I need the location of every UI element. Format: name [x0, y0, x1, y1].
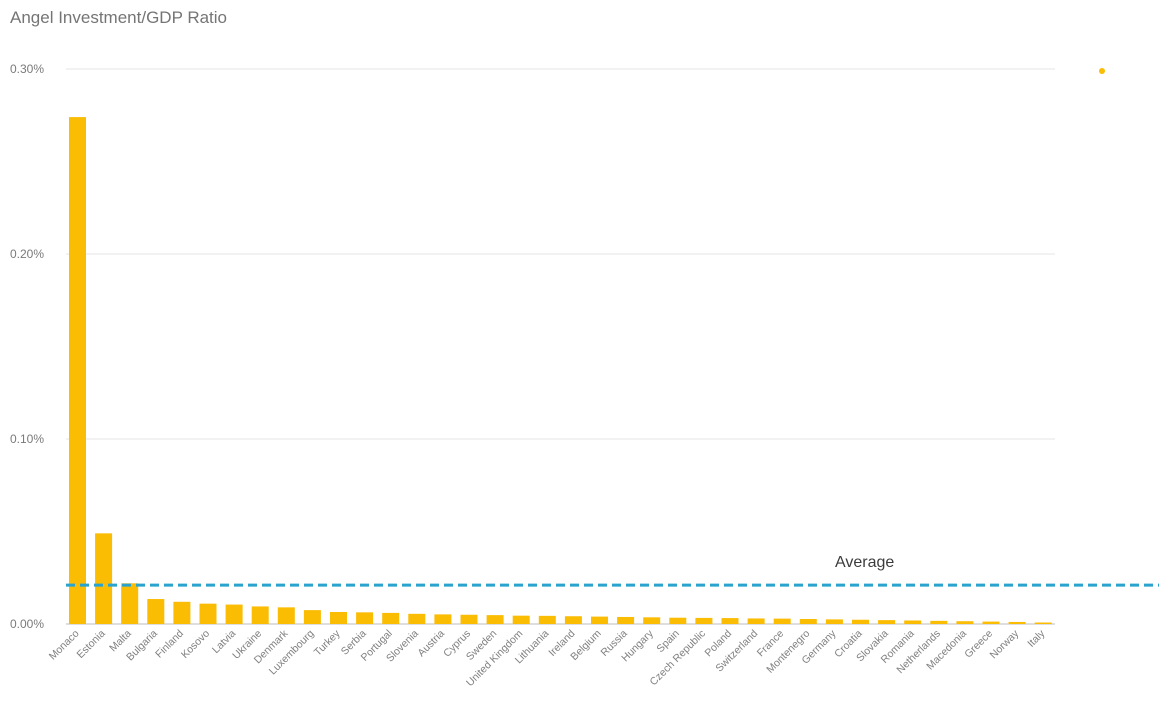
bar: [591, 616, 608, 624]
bars: [69, 117, 1052, 624]
x-tick-label: Austria: [415, 628, 447, 660]
x-tick-label: Estonia: [74, 628, 107, 661]
bar: [303, 610, 321, 624]
chart-title: Angel Investment/GDP Ratio: [10, 8, 228, 27]
y-tick-label: 0.00%: [10, 617, 44, 631]
bar: [408, 613, 426, 624]
bar: [225, 604, 243, 624]
bar: [486, 615, 504, 624]
bar: [330, 611, 347, 624]
bar: [878, 620, 896, 624]
y-axis-ticks: 0.00% 0.10% 0.20% 0.30%: [10, 62, 44, 631]
x-tick-label: Kosovo: [179, 628, 212, 661]
bar: [564, 616, 582, 624]
bar: [1034, 622, 1052, 624]
y-tick-label: 0.30%: [10, 62, 44, 76]
bar: [799, 619, 817, 624]
bar: [930, 620, 948, 624]
bar: [251, 606, 269, 624]
average-line-group: Average: [66, 554, 1159, 587]
bar: [617, 616, 635, 624]
bar: [852, 619, 869, 624]
bar: [643, 617, 661, 624]
bar: [695, 617, 713, 624]
bar: [95, 533, 113, 624]
bar: [382, 612, 400, 624]
x-tick-label: Turkey: [312, 627, 343, 658]
bar: [669, 617, 687, 624]
bar: [721, 618, 739, 624]
bar: [538, 615, 556, 624]
bar: [747, 618, 765, 624]
bar: [121, 583, 139, 624]
bar: [199, 603, 217, 624]
bar: [356, 612, 374, 624]
y-tick-label: 0.20%: [10, 247, 44, 261]
bar: [512, 615, 530, 624]
legend-marker: [1099, 68, 1105, 74]
bar: [825, 619, 843, 624]
bar: [1008, 621, 1026, 624]
bar: [277, 607, 295, 624]
bar: [773, 618, 791, 624]
x-tick-label: Norway: [988, 627, 1022, 661]
y-tick-label: 0.10%: [10, 432, 44, 446]
bar: [173, 601, 191, 624]
bar: [956, 621, 974, 624]
average-label: Average: [835, 554, 894, 571]
bar: [434, 614, 452, 624]
bar: [69, 117, 86, 624]
bar: [147, 599, 165, 624]
bar: [904, 620, 922, 624]
x-tick-label: Monaco: [47, 628, 82, 663]
gridlines: [66, 68, 1055, 625]
x-tick-label: Italy: [1025, 627, 1048, 650]
bar: [982, 621, 1000, 624]
bar: [460, 614, 478, 624]
